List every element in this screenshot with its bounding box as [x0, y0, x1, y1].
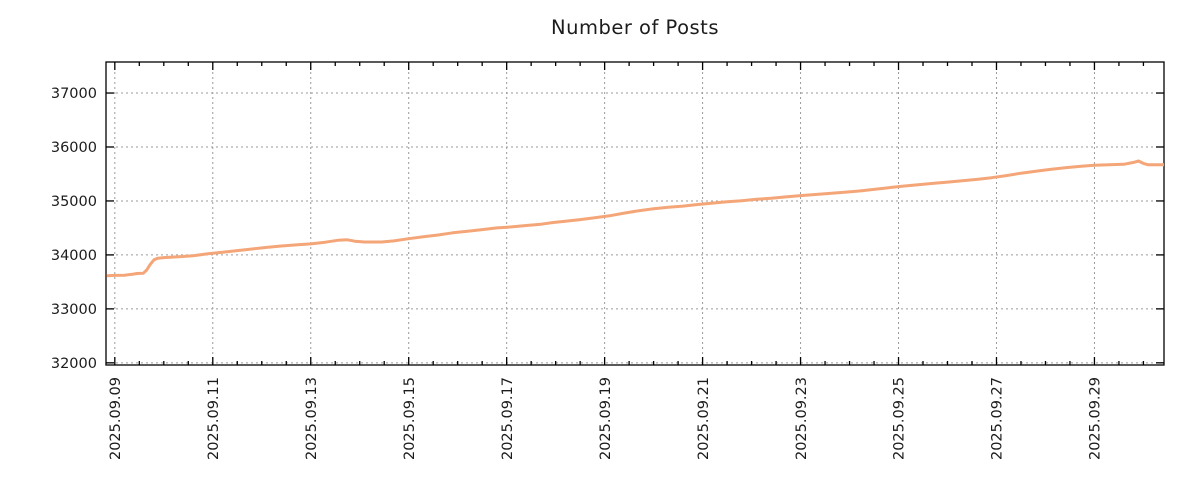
- posts-line-series: [106, 159, 1164, 278]
- plot-border: [105, 61, 1165, 366]
- x-tick-label: 2025.09.19: [598, 377, 614, 460]
- x-tick-label: 2025.09.23: [794, 377, 810, 460]
- y-tick-label: 37000: [51, 86, 97, 102]
- x-tick-label: 2025.09.11: [206, 377, 222, 460]
- y-tick-label: 34000: [51, 248, 97, 264]
- y-tick-label: 35000: [51, 194, 97, 210]
- x-tick-label: 2025.09.09: [108, 377, 124, 460]
- y-tick-label: 33000: [51, 302, 97, 318]
- x-tick-label: 2025.09.27: [990, 377, 1006, 460]
- x-tick-label: 2025.09.15: [402, 377, 418, 460]
- chart-title: Number of Posts: [551, 16, 719, 39]
- y-tick-label: 32000: [51, 356, 97, 372]
- x-tick-label: 2025.09.17: [500, 377, 516, 460]
- x-tick-label: 2025.09.21: [696, 377, 712, 460]
- x-tick-label: 2025.09.13: [304, 377, 320, 460]
- x-tick-label: 2025.09.25: [892, 377, 908, 460]
- x-tick-label: 2025.09.29: [1088, 377, 1104, 460]
- y-tick-label: 36000: [51, 140, 97, 156]
